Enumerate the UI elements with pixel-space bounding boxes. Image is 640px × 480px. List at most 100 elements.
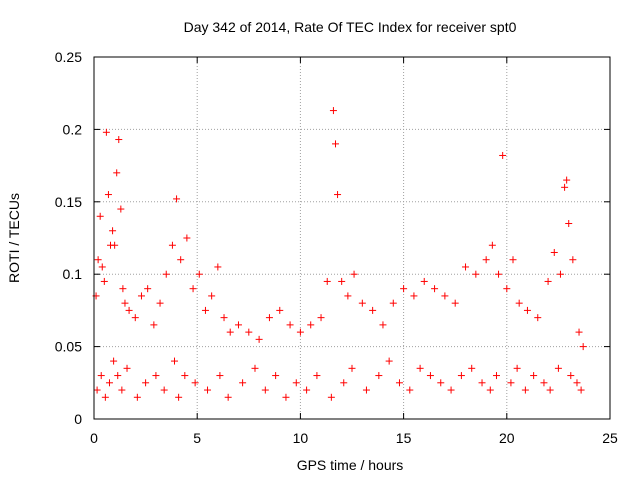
data-point [513, 364, 521, 372]
data-point [170, 357, 178, 365]
x-axis-label: GPS time / hours [297, 457, 404, 473]
x-tick-label: 10 [293, 430, 309, 446]
data-point [125, 306, 133, 314]
data-point [317, 314, 325, 322]
data-point [400, 285, 408, 293]
data-point [577, 386, 585, 394]
y-tick-label: 0.05 [55, 339, 82, 355]
data-point [575, 328, 583, 336]
data-point [173, 195, 181, 203]
data-point [307, 321, 315, 329]
data-point [195, 270, 203, 278]
data-point [102, 128, 110, 136]
data-point [375, 372, 383, 380]
data-point [234, 321, 242, 329]
data-point [152, 372, 160, 380]
x-tick-label: 25 [602, 430, 618, 446]
data-point [214, 263, 222, 271]
data-point [495, 270, 503, 278]
data-point [93, 386, 101, 394]
data-point [183, 234, 191, 242]
data-point [220, 314, 228, 322]
y-axis-label: ROTI / TECUs [6, 193, 22, 283]
data-point [162, 270, 170, 278]
data-point [115, 136, 123, 144]
data-point [118, 386, 126, 394]
data-point [109, 227, 117, 235]
data-point [156, 299, 164, 307]
data-point [472, 270, 480, 278]
data-point [350, 270, 358, 278]
data-point [565, 220, 573, 228]
x-axis-ticks: 0 5 10 15 20 25 [90, 57, 618, 446]
data-point [482, 256, 490, 264]
y-tick-label: 0.1 [63, 266, 83, 282]
data-point [282, 393, 290, 401]
data-point [313, 372, 321, 380]
data-point [569, 256, 577, 264]
data-point [431, 285, 439, 293]
y-tick-label: 0 [74, 411, 82, 427]
data-point [406, 386, 414, 394]
data-point [105, 379, 113, 387]
data-point [563, 176, 571, 184]
data-point [530, 372, 538, 380]
data-point [358, 299, 366, 307]
data-point [216, 372, 224, 380]
data-point [150, 321, 158, 329]
data-point [478, 379, 486, 387]
data-point [462, 263, 470, 271]
data-point [181, 372, 189, 380]
data-point [534, 314, 542, 322]
data-point [114, 372, 122, 380]
data-point [457, 372, 465, 380]
data-point [488, 241, 496, 249]
data-point [208, 292, 216, 300]
data-point [226, 328, 234, 336]
y-tick-label: 0.2 [63, 121, 83, 137]
data-point [286, 321, 294, 329]
data-point [437, 379, 445, 387]
data-point [94, 256, 102, 264]
data-point [546, 386, 554, 394]
data-point [204, 386, 212, 394]
data-point [144, 285, 152, 293]
data-point [101, 393, 109, 401]
data-point [334, 191, 342, 199]
data-point [110, 357, 118, 365]
data-point [492, 372, 500, 380]
data-point [323, 277, 331, 285]
data-point [191, 379, 199, 387]
data-point [100, 277, 108, 285]
data-point [201, 306, 209, 314]
y-tick-label: 0.15 [55, 194, 82, 210]
data-point [272, 372, 280, 380]
data-point [251, 364, 259, 372]
data-point [142, 379, 150, 387]
data-point [540, 379, 548, 387]
x-tick-label: 20 [499, 430, 515, 446]
data-point [426, 372, 434, 380]
data-point [175, 393, 183, 401]
data-point [245, 328, 253, 336]
data-point [340, 379, 348, 387]
data-point [420, 277, 428, 285]
data-points [92, 107, 587, 401]
data-point [344, 292, 352, 300]
data-point [554, 364, 562, 372]
data-point [137, 292, 145, 300]
data-point [296, 328, 304, 336]
x-tick-label: 0 [90, 430, 98, 446]
data-point [567, 372, 575, 380]
data-point [113, 169, 121, 177]
data-point [561, 183, 569, 191]
data-point [573, 379, 581, 387]
data-point [395, 379, 403, 387]
data-point [119, 285, 127, 293]
data-point [410, 292, 418, 300]
data-point [131, 314, 139, 322]
data-point [104, 191, 112, 199]
y-tick-label: 0.25 [55, 49, 82, 65]
data-point [348, 364, 356, 372]
